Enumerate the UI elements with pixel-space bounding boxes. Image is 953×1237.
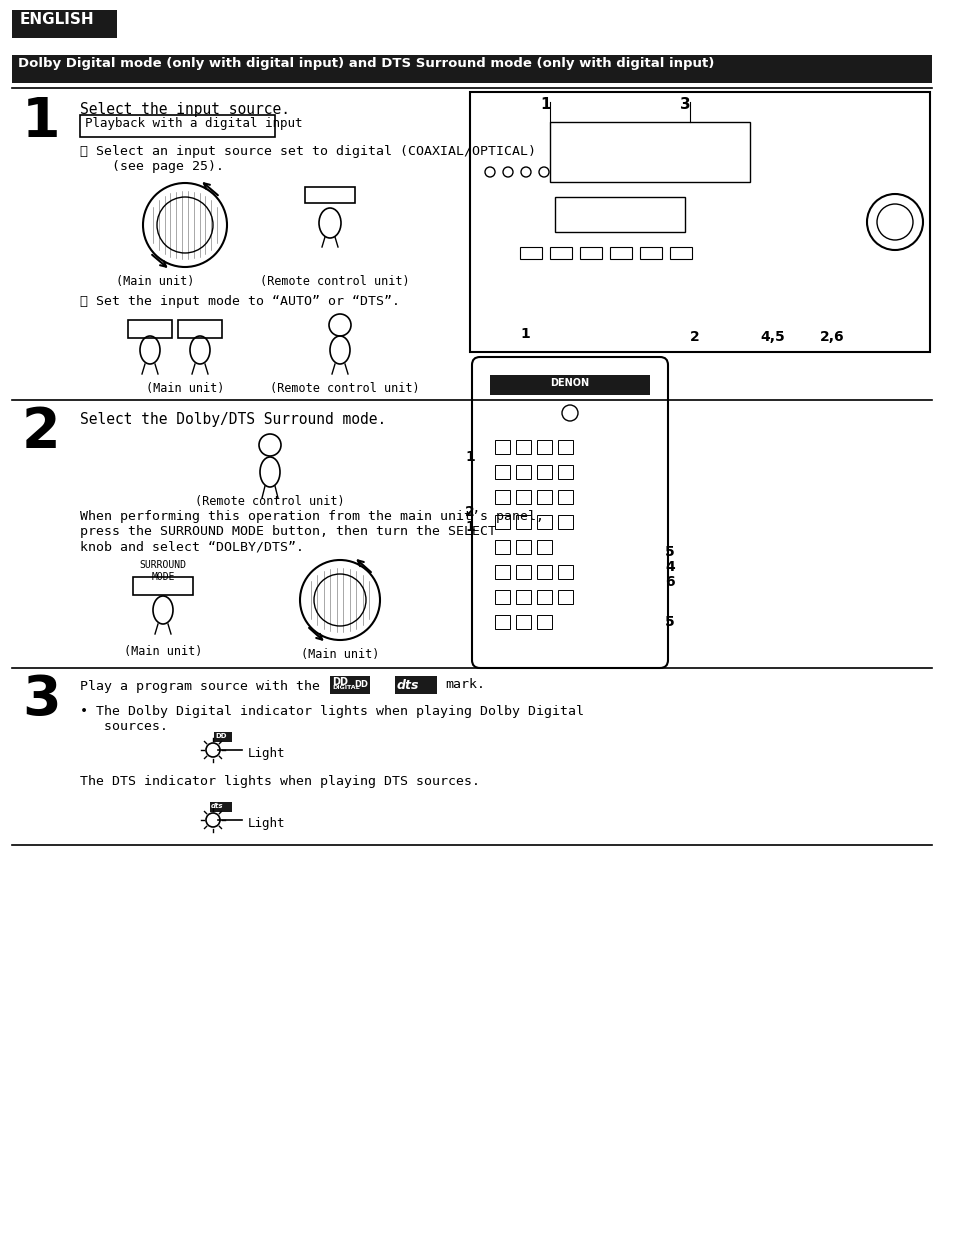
Text: ENGLISH: ENGLISH (20, 12, 94, 27)
Bar (490, 375, 649, 395)
Bar (213, 732, 232, 742)
Text: (Main unit): (Main unit) (146, 382, 224, 395)
Text: dts: dts (211, 803, 223, 809)
Text: dts: dts (396, 679, 419, 691)
Bar (537, 541, 552, 554)
Bar (555, 197, 684, 233)
Bar (495, 565, 510, 579)
Text: 1: 1 (519, 327, 529, 341)
Bar (495, 541, 510, 554)
Bar (537, 440, 552, 454)
Text: Light: Light (248, 747, 285, 760)
Bar (12, 54, 931, 83)
Text: ① Select an input source set to digital (COAXIAL/OPTICAL)
    (see page 25).: ① Select an input source set to digital … (80, 145, 536, 173)
Text: 4,5: 4,5 (760, 330, 784, 344)
Text: DD: DD (354, 680, 368, 689)
Text: 3: 3 (22, 673, 61, 727)
Text: • The Dolby Digital indicator lights when playing Dolby Digital
   sources.: • The Dolby Digital indicator lights whe… (80, 705, 583, 734)
Text: (Main unit): (Main unit) (300, 648, 378, 661)
Bar (495, 590, 510, 604)
Bar (516, 565, 531, 579)
Text: DD: DD (332, 677, 348, 687)
Bar (537, 565, 552, 579)
Text: Light: Light (248, 816, 285, 830)
Text: 6: 6 (664, 575, 674, 589)
Text: The DTS indicator lights when playing DTS sources.: The DTS indicator lights when playing DT… (80, 776, 479, 788)
Text: 3: 3 (679, 96, 690, 113)
Text: Select the input source.: Select the input source. (80, 101, 290, 118)
Text: SURROUND
MODE: SURROUND MODE (139, 560, 186, 581)
Bar (495, 490, 510, 503)
Text: (Remote control unit): (Remote control unit) (195, 495, 344, 508)
Bar (558, 465, 573, 479)
Bar (12, 10, 117, 38)
Text: DD: DD (214, 734, 226, 738)
Bar (210, 802, 232, 811)
Text: Dolby Digital mode (only with digital input) and DTS Surround mode (only with di: Dolby Digital mode (only with digital in… (18, 57, 714, 71)
Bar (537, 515, 552, 529)
Bar (558, 515, 573, 529)
Bar (516, 465, 531, 479)
Bar (305, 187, 355, 203)
Text: (Main unit): (Main unit) (115, 275, 194, 288)
Text: 2: 2 (464, 505, 475, 520)
Text: 5: 5 (664, 615, 674, 628)
Bar (495, 465, 510, 479)
FancyBboxPatch shape (472, 357, 667, 668)
Bar (516, 440, 531, 454)
Text: 2,6: 2,6 (820, 330, 843, 344)
Text: 5: 5 (664, 546, 674, 559)
Bar (516, 490, 531, 503)
Bar (495, 440, 510, 454)
Bar (516, 590, 531, 604)
Bar (579, 247, 601, 259)
Bar (516, 615, 531, 628)
Text: 1: 1 (22, 95, 61, 148)
Bar (537, 615, 552, 628)
Bar (516, 515, 531, 529)
Bar (128, 320, 172, 338)
Bar (495, 615, 510, 628)
Text: Select the Dolby/DTS Surround mode.: Select the Dolby/DTS Surround mode. (80, 412, 386, 427)
Bar (669, 247, 691, 259)
Bar (516, 541, 531, 554)
Text: DIGITAL: DIGITAL (332, 685, 359, 690)
Text: 1: 1 (464, 450, 475, 464)
Text: (Remote control unit): (Remote control unit) (270, 382, 419, 395)
Bar (178, 320, 222, 338)
Bar (639, 247, 661, 259)
Text: When performing this operation from the main unit’s panel,
press the SURROUND MO: When performing this operation from the … (80, 510, 543, 553)
Text: (Remote control unit): (Remote control unit) (260, 275, 410, 288)
Bar (558, 590, 573, 604)
Bar (558, 490, 573, 503)
Text: 2: 2 (22, 404, 61, 459)
Bar (537, 465, 552, 479)
Bar (537, 590, 552, 604)
Text: 2: 2 (689, 330, 699, 344)
Text: 1: 1 (539, 96, 550, 113)
Text: Playback with a digital input: Playback with a digital input (85, 118, 302, 130)
Text: 4: 4 (664, 560, 674, 574)
Bar (330, 675, 368, 694)
Bar (519, 247, 541, 259)
Bar (609, 247, 631, 259)
Bar (132, 576, 193, 595)
Text: (Main unit): (Main unit) (124, 644, 202, 658)
Bar (550, 247, 572, 259)
Bar (495, 515, 510, 529)
Text: 1: 1 (464, 520, 475, 534)
Bar (558, 565, 573, 579)
Bar (470, 92, 929, 353)
Text: Play a program source with the: Play a program source with the (80, 680, 319, 693)
Bar (558, 440, 573, 454)
Text: mark.: mark. (444, 678, 484, 691)
Bar (352, 675, 370, 694)
Bar (537, 490, 552, 503)
Bar (80, 115, 274, 137)
Bar (550, 122, 749, 182)
Text: DENON: DENON (550, 379, 589, 388)
Text: ② Set the input mode to “AUTO” or “DTS”.: ② Set the input mode to “AUTO” or “DTS”. (80, 294, 399, 308)
Bar (395, 675, 436, 694)
